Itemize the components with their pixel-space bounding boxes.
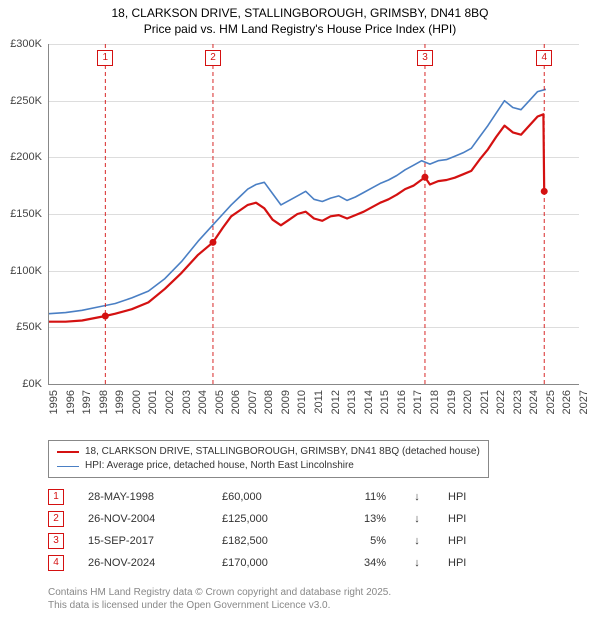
legend: 18, CLARKSON DRIVE, STALLINGBOROUGH, GRI… [48,440,489,478]
x-tick-label: 2011 [313,390,325,414]
event-marker-box: 1 [97,50,113,66]
x-tick-label: 2025 [545,390,557,414]
footer-attribution: Contains HM Land Registry data © Crown c… [48,586,391,612]
x-tick-label: 2006 [230,390,242,414]
event-row: 1 28-MAY-1998 £60,000 11% ↓ HPI [48,486,478,508]
x-tick-label: 2018 [429,390,441,414]
event-row-marker: 1 [48,489,64,505]
event-row-marker: 4 [48,555,64,571]
chart-titles: 18, CLARKSON DRIVE, STALLINGBOROUGH, GRI… [0,0,600,36]
event-ref: HPI [448,513,478,525]
x-tick-label: 2015 [379,390,391,414]
event-row-marker: 2 [48,511,64,527]
x-tick-label: 2021 [479,390,491,414]
event-marker-box: 4 [536,50,552,66]
legend-label: 18, CLARKSON DRIVE, STALLINGBOROUGH, GRI… [85,445,480,459]
x-tick-label: 2016 [396,390,408,414]
x-tick-label: 1998 [98,390,110,414]
sale-dot [102,313,109,320]
event-price: £170,000 [222,557,312,569]
footer-line-2: This data is licensed under the Open Gov… [48,599,391,612]
x-tick-label: 2008 [263,390,275,414]
x-axis-labels: 1995 1996 1997 1998 1999 2000 2001 2002 2003 2004… [48,386,578,434]
x-tick-label: 1999 [114,390,126,414]
y-axis-labels: £0K£50K£100K£150K£200K£250K£300K [0,44,46,384]
event-row: 3 15-SEP-2017 £182,500 5% ↓ HPI [48,530,478,552]
event-date: 15-SEP-2017 [88,535,198,547]
x-tick-label: 2010 [296,390,308,414]
legend-swatch [57,466,79,467]
x-tick-label: 2001 [147,390,159,414]
title-line-2: Price paid vs. HM Land Registry's House … [0,22,600,36]
y-tick-label: £250K [10,95,42,107]
event-price: £60,000 [222,491,312,503]
y-tick-label: £0K [22,378,42,390]
y-tick-label: £50K [16,321,42,333]
legend-row: HPI: Average price, detached house, Nort… [57,459,480,473]
sale-dot [421,174,428,181]
series-line [49,89,546,313]
legend-row: 18, CLARKSON DRIVE, STALLINGBOROUGH, GRI… [57,445,480,459]
event-ref: HPI [448,535,478,547]
event-arrow-icon: ↓ [410,491,424,503]
x-tick-label: 2005 [214,390,226,414]
event-diff: 11% [336,491,386,503]
x-tick-label: 1997 [81,390,93,414]
event-diff: 13% [336,513,386,525]
event-arrow-icon: ↓ [410,535,424,547]
event-date: 28-MAY-1998 [88,491,198,503]
plot-area: 1 2 3 4 [48,44,579,385]
event-row: 2 26-NOV-2004 £125,000 13% ↓ HPI [48,508,478,530]
x-tick-label: 2022 [495,390,507,414]
event-date: 26-NOV-2004 [88,513,198,525]
x-tick-label: 2023 [512,390,524,414]
y-tick-label: £300K [10,38,42,50]
event-price: £182,500 [222,535,312,547]
event-arrow-icon: ↓ [410,513,424,525]
x-tick-label: 2027 [578,390,590,414]
x-tick-label: 2024 [528,390,540,414]
x-tick-label: 2002 [164,390,176,414]
x-tick-label: 2013 [346,390,358,414]
sale-dot [541,188,548,195]
x-tick-label: 2003 [181,390,193,414]
x-tick-label: 2020 [462,390,474,414]
y-tick-label: £150K [10,208,42,220]
x-tick-label: 2014 [363,390,375,414]
x-tick-label: 2004 [197,390,209,414]
event-row: 4 26-NOV-2024 £170,000 34% ↓ HPI [48,552,478,574]
event-price: £125,000 [222,513,312,525]
event-marker-box: 2 [205,50,221,66]
x-tick-label: 2017 [412,390,424,414]
event-row-marker: 3 [48,533,64,549]
x-tick-label: 2026 [561,390,573,414]
y-tick-label: £200K [10,151,42,163]
legend-label: HPI: Average price, detached house, Nort… [85,459,354,473]
x-tick-label: 1996 [65,390,77,414]
x-tick-label: 2019 [446,390,458,414]
event-marker-box: 3 [417,50,433,66]
chart-svg [49,44,579,384]
title-line-1: 18, CLARKSON DRIVE, STALLINGBOROUGH, GRI… [0,6,600,20]
sale-dot [209,239,216,246]
y-tick-label: £100K [10,265,42,277]
x-tick-label: 2007 [247,390,259,414]
x-tick-label: 2012 [330,390,342,414]
event-ref: HPI [448,557,478,569]
event-ref: HPI [448,491,478,503]
footer-line-1: Contains HM Land Registry data © Crown c… [48,586,391,599]
events-table: 1 28-MAY-1998 £60,000 11% ↓ HPI 2 26-NOV-2004 £1… [48,486,478,574]
event-diff: 5% [336,535,386,547]
legend-swatch [57,451,79,453]
x-tick-label: 2009 [280,390,292,414]
event-date: 26-NOV-2024 [88,557,198,569]
x-tick-label: 1995 [48,390,60,414]
x-tick-label: 2000 [131,390,143,414]
series-line [49,114,544,321]
event-diff: 34% [336,557,386,569]
event-arrow-icon: ↓ [410,557,424,569]
